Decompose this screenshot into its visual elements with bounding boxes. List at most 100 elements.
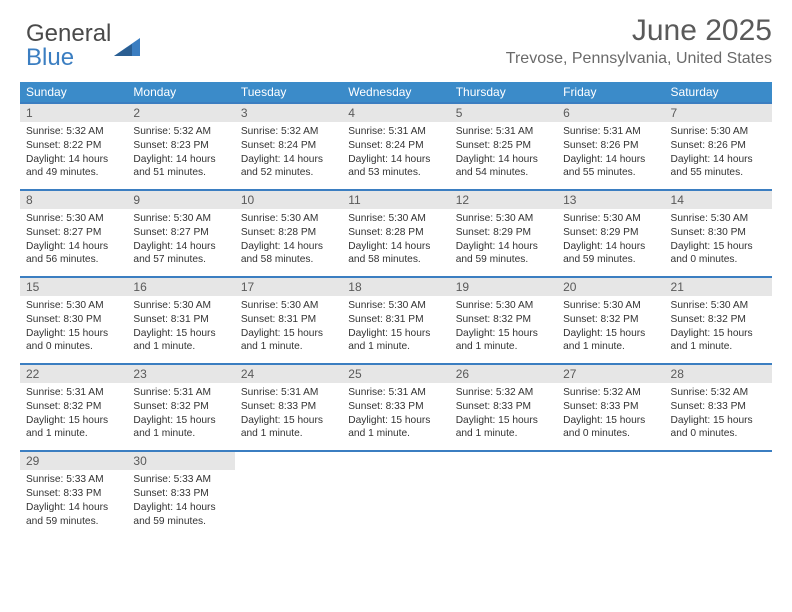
day-number: 24 — [235, 365, 342, 383]
calendar-week-row: 8Sunrise: 5:30 AMSunset: 8:27 PMDaylight… — [20, 190, 772, 277]
day-number: 15 — [20, 278, 127, 296]
calendar-body: 1Sunrise: 5:32 AMSunset: 8:22 PMDaylight… — [20, 103, 772, 537]
calendar-week-row: 29Sunrise: 5:33 AMSunset: 8:33 PMDayligh… — [20, 451, 772, 537]
calendar-day-cell: 1Sunrise: 5:32 AMSunset: 8:22 PMDaylight… — [20, 103, 127, 190]
calendar-day-cell: 25Sunrise: 5:31 AMSunset: 8:33 PMDayligh… — [342, 364, 449, 451]
day-details: Sunrise: 5:32 AMSunset: 8:24 PMDaylight:… — [235, 122, 342, 189]
day-of-week-row: SundayMondayTuesdayWednesdayThursdayFrid… — [20, 82, 772, 103]
calendar-day-cell: 22Sunrise: 5:31 AMSunset: 8:32 PMDayligh… — [20, 364, 127, 451]
day-details: Sunrise: 5:32 AMSunset: 8:22 PMDaylight:… — [20, 122, 127, 189]
day-number: 3 — [235, 104, 342, 122]
day-number: 27 — [557, 365, 664, 383]
calendar-day-cell: 6Sunrise: 5:31 AMSunset: 8:26 PMDaylight… — [557, 103, 664, 190]
day-details: Sunrise: 5:33 AMSunset: 8:33 PMDaylight:… — [127, 470, 234, 537]
day-number: 4 — [342, 104, 449, 122]
calendar-table: SundayMondayTuesdayWednesdayThursdayFrid… — [20, 82, 772, 537]
calendar-day-cell: 12Sunrise: 5:30 AMSunset: 8:29 PMDayligh… — [450, 190, 557, 277]
day-details: Sunrise: 5:30 AMSunset: 8:30 PMDaylight:… — [665, 209, 772, 276]
day-details: Sunrise: 5:30 AMSunset: 8:30 PMDaylight:… — [20, 296, 127, 363]
day-details: Sunrise: 5:31 AMSunset: 8:26 PMDaylight:… — [557, 122, 664, 189]
day-details: Sunrise: 5:30 AMSunset: 8:27 PMDaylight:… — [20, 209, 127, 276]
month-title: June 2025 — [506, 14, 772, 48]
logo-word2: Blue — [26, 44, 74, 71]
day-details: Sunrise: 5:31 AMSunset: 8:33 PMDaylight:… — [235, 383, 342, 450]
day-details: Sunrise: 5:30 AMSunset: 8:31 PMDaylight:… — [235, 296, 342, 363]
calendar-week-row: 15Sunrise: 5:30 AMSunset: 8:30 PMDayligh… — [20, 277, 772, 364]
calendar-day-cell: 3Sunrise: 5:32 AMSunset: 8:24 PMDaylight… — [235, 103, 342, 190]
day-number: 22 — [20, 365, 127, 383]
day-details: Sunrise: 5:30 AMSunset: 8:29 PMDaylight:… — [450, 209, 557, 276]
day-number: 26 — [450, 365, 557, 383]
day-details: Sunrise: 5:30 AMSunset: 8:32 PMDaylight:… — [665, 296, 772, 363]
calendar-empty-cell — [235, 451, 342, 537]
calendar-day-cell: 2Sunrise: 5:32 AMSunset: 8:23 PMDaylight… — [127, 103, 234, 190]
day-of-week-header: Monday — [127, 82, 234, 103]
calendar-week-row: 1Sunrise: 5:32 AMSunset: 8:22 PMDaylight… — [20, 103, 772, 190]
day-details: Sunrise: 5:31 AMSunset: 8:32 PMDaylight:… — [20, 383, 127, 450]
day-details: Sunrise: 5:30 AMSunset: 8:32 PMDaylight:… — [557, 296, 664, 363]
calendar-day-cell: 29Sunrise: 5:33 AMSunset: 8:33 PMDayligh… — [20, 451, 127, 537]
day-number: 14 — [665, 191, 772, 209]
logo-triangle-icon — [114, 34, 140, 56]
location: Trevose, Pennsylvania, United States — [506, 50, 772, 68]
day-number: 9 — [127, 191, 234, 209]
day-details: Sunrise: 5:30 AMSunset: 8:32 PMDaylight:… — [450, 296, 557, 363]
day-number: 25 — [342, 365, 449, 383]
calendar-day-cell: 7Sunrise: 5:30 AMSunset: 8:26 PMDaylight… — [665, 103, 772, 190]
day-details: Sunrise: 5:30 AMSunset: 8:26 PMDaylight:… — [665, 122, 772, 189]
calendar-day-cell: 30Sunrise: 5:33 AMSunset: 8:33 PMDayligh… — [127, 451, 234, 537]
calendar-day-cell: 24Sunrise: 5:31 AMSunset: 8:33 PMDayligh… — [235, 364, 342, 451]
day-number: 2 — [127, 104, 234, 122]
day-of-week-header: Friday — [557, 82, 664, 103]
day-details: Sunrise: 5:31 AMSunset: 8:32 PMDaylight:… — [127, 383, 234, 450]
day-details: Sunrise: 5:30 AMSunset: 8:28 PMDaylight:… — [235, 209, 342, 276]
calendar-empty-cell — [450, 451, 557, 537]
day-number: 23 — [127, 365, 234, 383]
day-number: 16 — [127, 278, 234, 296]
day-details: Sunrise: 5:32 AMSunset: 8:33 PMDaylight:… — [450, 383, 557, 450]
calendar-day-cell: 5Sunrise: 5:31 AMSunset: 8:25 PMDaylight… — [450, 103, 557, 190]
day-number: 7 — [665, 104, 772, 122]
day-of-week-header: Sunday — [20, 82, 127, 103]
day-details: Sunrise: 5:30 AMSunset: 8:31 PMDaylight:… — [342, 296, 449, 363]
logo-word1: General — [26, 20, 111, 47]
calendar-day-cell: 16Sunrise: 5:30 AMSunset: 8:31 PMDayligh… — [127, 277, 234, 364]
day-number: 19 — [450, 278, 557, 296]
day-number: 10 — [235, 191, 342, 209]
day-details: Sunrise: 5:30 AMSunset: 8:27 PMDaylight:… — [127, 209, 234, 276]
day-details: Sunrise: 5:32 AMSunset: 8:33 PMDaylight:… — [557, 383, 664, 450]
day-number: 5 — [450, 104, 557, 122]
calendar-empty-cell — [557, 451, 664, 537]
logo: General Blue — [26, 22, 140, 70]
calendar-day-cell: 8Sunrise: 5:30 AMSunset: 8:27 PMDaylight… — [20, 190, 127, 277]
calendar-day-cell: 18Sunrise: 5:30 AMSunset: 8:31 PMDayligh… — [342, 277, 449, 364]
day-number: 8 — [20, 191, 127, 209]
calendar-day-cell: 15Sunrise: 5:30 AMSunset: 8:30 PMDayligh… — [20, 277, 127, 364]
day-number: 20 — [557, 278, 664, 296]
day-number: 28 — [665, 365, 772, 383]
calendar-day-cell: 26Sunrise: 5:32 AMSunset: 8:33 PMDayligh… — [450, 364, 557, 451]
calendar-day-cell: 10Sunrise: 5:30 AMSunset: 8:28 PMDayligh… — [235, 190, 342, 277]
calendar-day-cell: 27Sunrise: 5:32 AMSunset: 8:33 PMDayligh… — [557, 364, 664, 451]
calendar-day-cell: 19Sunrise: 5:30 AMSunset: 8:32 PMDayligh… — [450, 277, 557, 364]
day-number: 21 — [665, 278, 772, 296]
day-details: Sunrise: 5:31 AMSunset: 8:25 PMDaylight:… — [450, 122, 557, 189]
day-details: Sunrise: 5:31 AMSunset: 8:33 PMDaylight:… — [342, 383, 449, 450]
calendar-day-cell: 17Sunrise: 5:30 AMSunset: 8:31 PMDayligh… — [235, 277, 342, 364]
calendar-day-cell: 14Sunrise: 5:30 AMSunset: 8:30 PMDayligh… — [665, 190, 772, 277]
day-details: Sunrise: 5:32 AMSunset: 8:23 PMDaylight:… — [127, 122, 234, 189]
title-block: June 2025 Trevose, Pennsylvania, United … — [506, 14, 772, 68]
day-details: Sunrise: 5:30 AMSunset: 8:28 PMDaylight:… — [342, 209, 449, 276]
calendar-day-cell: 28Sunrise: 5:32 AMSunset: 8:33 PMDayligh… — [665, 364, 772, 451]
calendar-day-cell: 9Sunrise: 5:30 AMSunset: 8:27 PMDaylight… — [127, 190, 234, 277]
day-of-week-header: Wednesday — [342, 82, 449, 103]
day-details: Sunrise: 5:30 AMSunset: 8:29 PMDaylight:… — [557, 209, 664, 276]
day-number: 17 — [235, 278, 342, 296]
day-number: 30 — [127, 452, 234, 470]
day-of-week-header: Saturday — [665, 82, 772, 103]
day-details: Sunrise: 5:32 AMSunset: 8:33 PMDaylight:… — [665, 383, 772, 450]
calendar-day-cell: 23Sunrise: 5:31 AMSunset: 8:32 PMDayligh… — [127, 364, 234, 451]
logo-text: General Blue — [26, 22, 111, 70]
calendar-empty-cell — [342, 451, 449, 537]
calendar-week-row: 22Sunrise: 5:31 AMSunset: 8:32 PMDayligh… — [20, 364, 772, 451]
